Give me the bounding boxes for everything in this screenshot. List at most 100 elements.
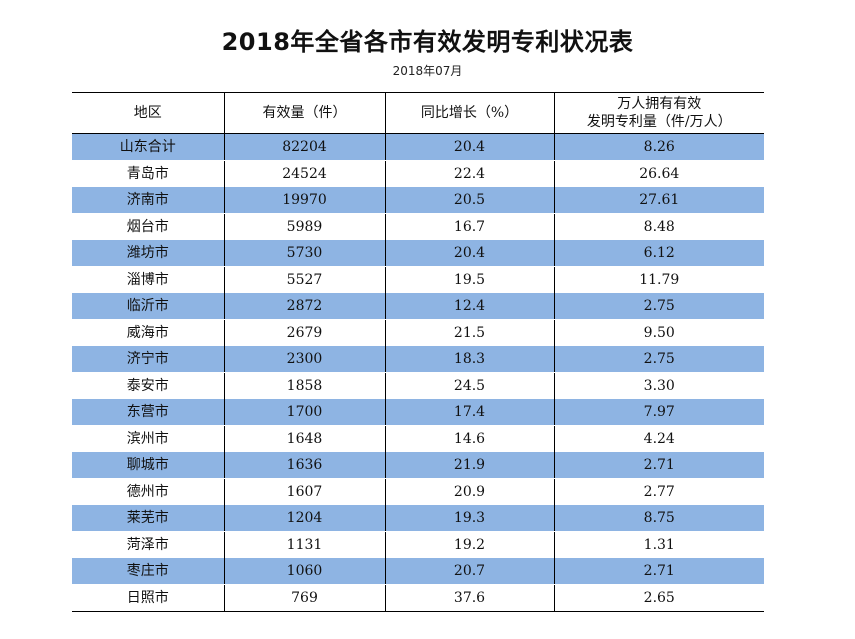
table-row: 聊城市 1636 21.9 2.71 — [72, 452, 764, 479]
cell-per-10k: 7.97 — [553, 399, 764, 426]
cell-valid-count: 5989 — [223, 213, 385, 240]
table-row: 德州市 1607 20.9 2.77 — [72, 478, 764, 505]
patent-table: 地区 有效量（件） 同比增长（%） 万人拥有有效 发明专利量（件/万人） 山东合… — [72, 92, 764, 612]
header-per-10k: 万人拥有有效 发明专利量（件/万人） — [553, 92, 764, 134]
table-row: 威海市 2679 21.5 9.50 — [72, 319, 764, 346]
cell-yoy-growth: 19.5 — [384, 266, 554, 293]
cell-per-10k: 1.31 — [553, 531, 764, 558]
cell-region: 日照市 — [72, 584, 224, 612]
cell-valid-count: 19970 — [223, 187, 385, 214]
cell-per-10k: 26.64 — [553, 160, 764, 187]
cell-region: 菏泽市 — [72, 531, 224, 558]
table-row: 日照市 769 37.6 2.65 — [72, 584, 764, 612]
cell-valid-count: 769 — [223, 584, 385, 612]
date-subtitle: 2018年07月 — [392, 64, 463, 78]
cell-per-10k: 2.71 — [553, 452, 764, 479]
cell-valid-count: 2300 — [223, 346, 385, 373]
cell-valid-count: 1648 — [223, 425, 385, 452]
table-row: 莱芜市 1204 19.3 8.75 — [72, 505, 764, 532]
cell-region: 泰安市 — [72, 372, 224, 399]
cell-region: 淄博市 — [72, 266, 224, 293]
cell-valid-count: 24524 — [223, 160, 385, 187]
cell-valid-count: 1060 — [223, 558, 385, 585]
cell-region: 山东合计 — [72, 133, 224, 161]
cell-valid-count: 82204 — [223, 133, 385, 161]
table-row: 滨州市 1648 14.6 4.24 — [72, 425, 764, 452]
cell-yoy-growth: 17.4 — [384, 399, 554, 426]
table-row: 淄博市 5527 19.5 11.79 — [72, 266, 764, 293]
cell-region: 东营市 — [72, 399, 224, 426]
cell-per-10k: 9.50 — [553, 319, 764, 346]
table-row: 青岛市 24524 22.4 26.64 — [72, 160, 764, 187]
cell-yoy-growth: 20.5 — [384, 187, 554, 214]
header-region: 地区 — [72, 92, 224, 134]
cell-region: 临沂市 — [72, 293, 224, 320]
cell-valid-count: 1636 — [223, 452, 385, 479]
cell-per-10k: 2.71 — [553, 558, 764, 585]
table-row: 东营市 1700 17.4 7.97 — [72, 399, 764, 426]
cell-per-10k: 6.12 — [553, 240, 764, 267]
cell-yoy-growth: 24.5 — [384, 372, 554, 399]
cell-yoy-growth: 12.4 — [384, 293, 554, 320]
cell-yoy-growth: 21.5 — [384, 319, 554, 346]
cell-region: 聊城市 — [72, 452, 224, 479]
header-per-10k-line2: 发明专利量（件/万人） — [586, 114, 732, 130]
cell-valid-count: 1607 — [223, 478, 385, 505]
table-row: 枣庄市 1060 20.7 2.71 — [72, 558, 764, 585]
table-row: 菏泽市 1131 19.2 1.31 — [72, 531, 764, 558]
cell-per-10k: 2.77 — [553, 478, 764, 505]
cell-valid-count: 1700 — [223, 399, 385, 426]
cell-valid-count: 1204 — [223, 505, 385, 532]
cell-region: 济宁市 — [72, 346, 224, 373]
cell-yoy-growth: 14.6 — [384, 425, 554, 452]
cell-yoy-growth: 18.3 — [384, 346, 554, 373]
cell-valid-count: 1858 — [223, 372, 385, 399]
page-title: 2018年全省各市有效发明专利状况表 — [221, 28, 634, 56]
cell-yoy-growth: 20.4 — [384, 240, 554, 267]
cell-region: 德州市 — [72, 478, 224, 505]
table-row: 泰安市 1858 24.5 3.30 — [72, 372, 764, 399]
cell-valid-count: 2872 — [223, 293, 385, 320]
table-header-row: 地区 有效量（件） 同比增长（%） 万人拥有有效 发明专利量（件/万人） — [72, 92, 764, 134]
cell-region: 威海市 — [72, 319, 224, 346]
table-row: 潍坊市 5730 20.4 6.12 — [72, 240, 764, 267]
table-row: 济南市 19970 20.5 27.61 — [72, 187, 764, 214]
cell-valid-count: 5730 — [223, 240, 385, 267]
cell-region: 烟台市 — [72, 213, 224, 240]
cell-per-10k: 27.61 — [553, 187, 764, 214]
table-row: 山东合计 82204 20.4 8.26 — [72, 133, 764, 161]
cell-region: 青岛市 — [72, 160, 224, 187]
header-per-10k-line1: 万人拥有有效 — [617, 96, 702, 112]
cell-region: 莱芜市 — [72, 505, 224, 532]
table-row: 临沂市 2872 12.4 2.75 — [72, 293, 764, 320]
cell-per-10k: 2.75 — [553, 293, 764, 320]
cell-region: 滨州市 — [72, 425, 224, 452]
cell-yoy-growth: 20.9 — [384, 478, 554, 505]
cell-region: 潍坊市 — [72, 240, 224, 267]
cell-yoy-growth: 20.4 — [384, 133, 554, 161]
cell-yoy-growth: 22.4 — [384, 160, 554, 187]
cell-per-10k: 3.30 — [553, 372, 764, 399]
cell-per-10k: 2.65 — [553, 584, 764, 612]
cell-per-10k: 11.79 — [553, 266, 764, 293]
cell-region: 济南市 — [72, 187, 224, 214]
header-yoy-growth: 同比增长（%） — [384, 92, 554, 134]
cell-yoy-growth: 19.3 — [384, 505, 554, 532]
table-row: 济宁市 2300 18.3 2.75 — [72, 346, 764, 373]
table-row: 烟台市 5989 16.7 8.48 — [72, 213, 764, 240]
cell-region: 枣庄市 — [72, 558, 224, 585]
cell-per-10k: 8.48 — [553, 213, 764, 240]
cell-yoy-growth: 21.9 — [384, 452, 554, 479]
cell-per-10k: 8.75 — [553, 505, 764, 532]
header-valid-count: 有效量（件） — [223, 92, 385, 134]
cell-valid-count: 2679 — [223, 319, 385, 346]
cell-per-10k: 4.24 — [553, 425, 764, 452]
cell-yoy-growth: 16.7 — [384, 213, 554, 240]
cell-per-10k: 2.75 — [553, 346, 764, 373]
cell-valid-count: 1131 — [223, 531, 385, 558]
cell-per-10k: 8.26 — [553, 133, 764, 161]
cell-yoy-growth: 20.7 — [384, 558, 554, 585]
cell-yoy-growth: 37.6 — [384, 584, 554, 612]
cell-valid-count: 5527 — [223, 266, 385, 293]
cell-yoy-growth: 19.2 — [384, 531, 554, 558]
